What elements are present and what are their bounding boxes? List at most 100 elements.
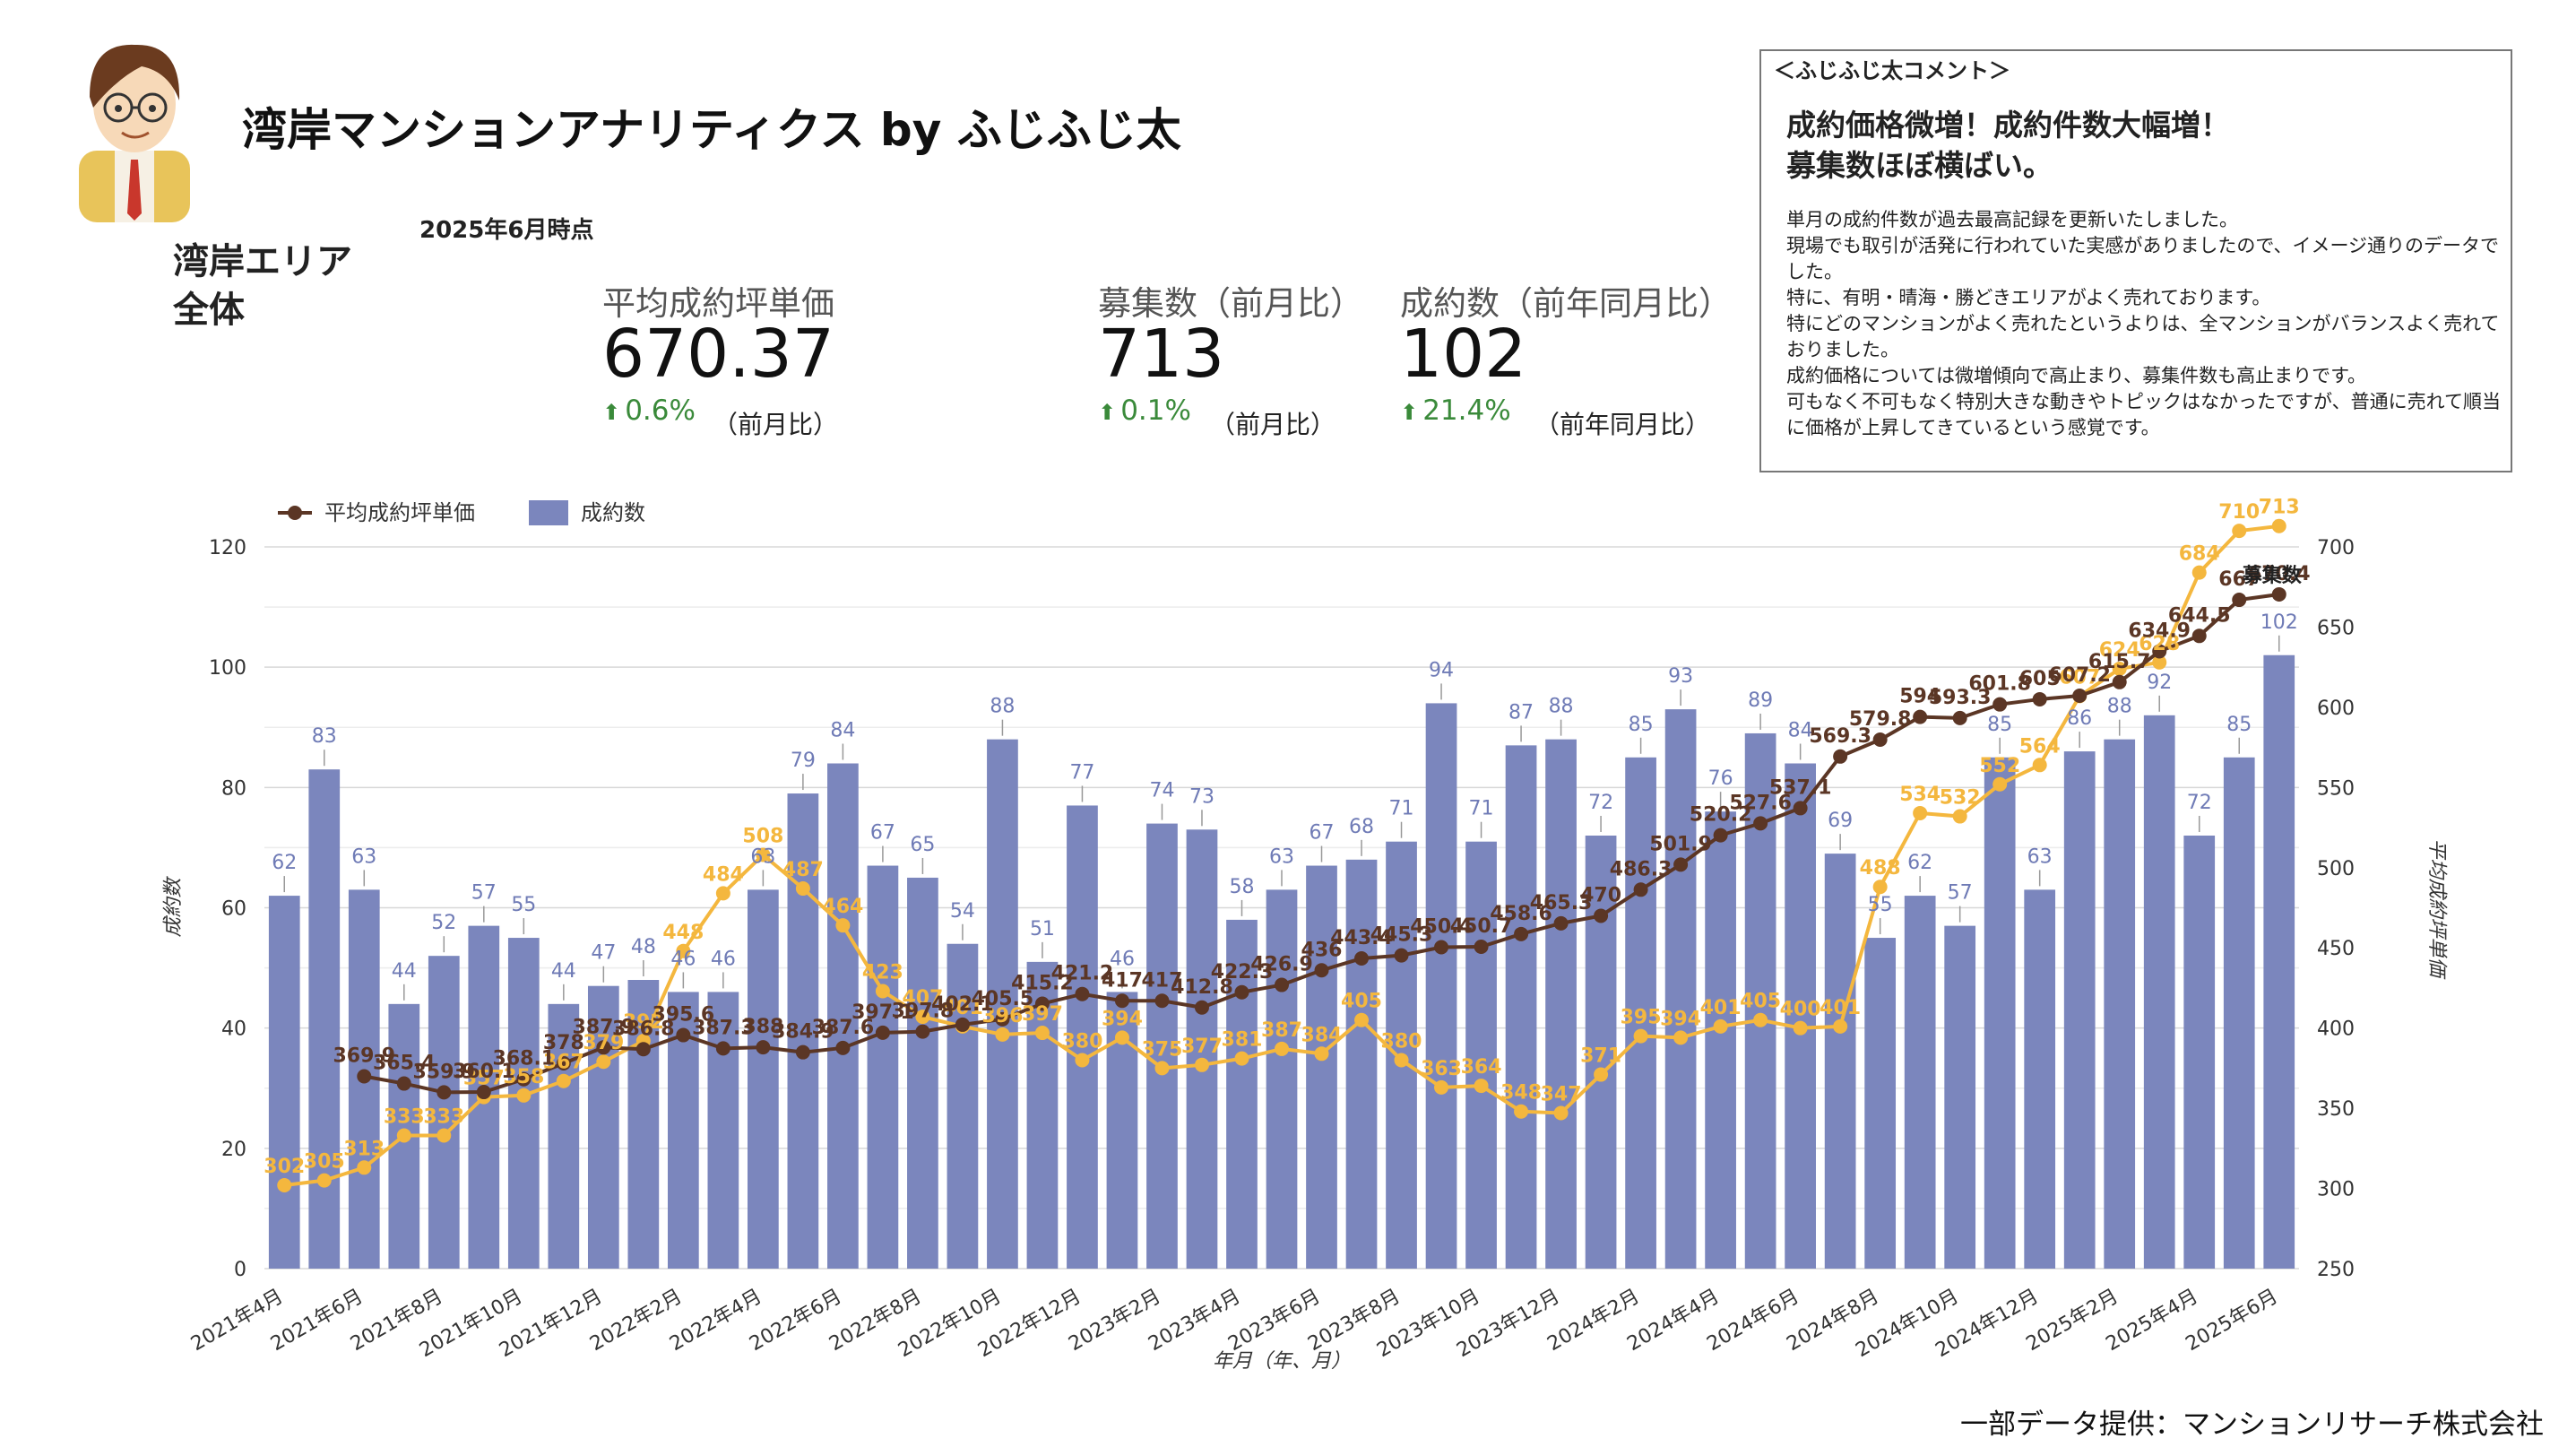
price-point bbox=[396, 1076, 411, 1091]
x-axis-title: 年月（年、月） bbox=[1213, 1350, 1351, 1373]
listings-point bbox=[2032, 758, 2047, 773]
listings-point bbox=[676, 943, 691, 958]
listings-value-label: 396 bbox=[981, 1005, 1023, 1027]
listings-point bbox=[1872, 880, 1888, 895]
price-point bbox=[1952, 710, 1967, 725]
deal-bar bbox=[2024, 889, 2056, 1269]
kpi-deals-change: 21.4% bbox=[1422, 394, 1511, 427]
price-value-label: 569.3 bbox=[1809, 725, 1871, 748]
listings-point bbox=[1952, 809, 1967, 824]
listings-value-label: 484 bbox=[703, 863, 744, 886]
bar-value-label: 68 bbox=[1349, 816, 1374, 838]
bar-value-label: 63 bbox=[750, 845, 775, 868]
price-value-label: 397.1 bbox=[851, 1001, 914, 1024]
deal-bar bbox=[987, 739, 1018, 1269]
price-value-label: 470 bbox=[1580, 884, 1621, 906]
y-tick-label: 80 bbox=[221, 777, 246, 800]
price-point bbox=[1034, 996, 1050, 1011]
deal-bar bbox=[1067, 805, 1098, 1269]
price-point bbox=[1354, 951, 1370, 966]
price-value-label: 415.2 bbox=[1011, 972, 1074, 994]
deal-bar bbox=[1026, 961, 1059, 1269]
kpi-price-change: 0.6% bbox=[625, 394, 696, 427]
bar-value-label: 102 bbox=[2260, 611, 2298, 634]
price-value-label: 395.6 bbox=[653, 1004, 715, 1027]
price-value-label: 386.8 bbox=[612, 1018, 675, 1040]
bar-value-label: 83 bbox=[312, 725, 337, 748]
listings-point bbox=[1514, 1104, 1529, 1119]
bar-value-label: 62 bbox=[1907, 852, 1932, 874]
listings-point bbox=[357, 1160, 372, 1175]
data-source-note: 一部データ提供：マンションリサーチ株式会社 bbox=[1960, 1408, 2544, 1441]
price-value-label: 594 bbox=[1899, 686, 1941, 708]
bar-value-label: 65 bbox=[910, 834, 935, 856]
price-value-label: 412.8 bbox=[1171, 976, 1233, 999]
price-value-label: 670.4 bbox=[2248, 563, 2311, 585]
bar-value-label: 79 bbox=[791, 750, 816, 772]
listings-point bbox=[1913, 805, 1928, 820]
listings-point bbox=[756, 847, 771, 862]
price-value-label: 360.1 bbox=[453, 1061, 515, 1083]
listings-point bbox=[1713, 1018, 1728, 1034]
deal-bar bbox=[587, 985, 619, 1269]
price-value-label: 537.1 bbox=[1769, 776, 1832, 799]
listings-value-label: 534 bbox=[1899, 784, 1941, 806]
bar-value-label: 63 bbox=[1269, 845, 1294, 868]
listings-value-label: 357 bbox=[463, 1068, 505, 1090]
price-point bbox=[596, 1040, 611, 1055]
bar-value-label: 46 bbox=[1110, 948, 1135, 970]
price-point bbox=[1713, 828, 1728, 843]
deal-bar bbox=[1904, 896, 1936, 1269]
price-value-label: 387.9 bbox=[573, 1016, 635, 1038]
listings-value-label: 624 bbox=[2099, 639, 2140, 662]
deal-bar bbox=[707, 992, 739, 1269]
kpi-listings-note: （前月比） bbox=[1210, 410, 1336, 439]
listings-point bbox=[1114, 1030, 1129, 1045]
deal-bar bbox=[2143, 715, 2175, 1269]
price-value-label: 520.2 bbox=[1690, 804, 1752, 827]
character-avatar-icon bbox=[63, 25, 206, 222]
listings-value-label: 333 bbox=[384, 1106, 425, 1129]
deal-bar bbox=[428, 956, 460, 1269]
price-value-label: 501.9 bbox=[1649, 833, 1712, 855]
bar-value-label: 94 bbox=[1429, 659, 1454, 681]
listings-point bbox=[1154, 1061, 1170, 1076]
y2-tick-label: 250 bbox=[2317, 1259, 2355, 1281]
bar-value-label: 89 bbox=[1748, 689, 1773, 712]
y2-tick-label: 450 bbox=[2317, 938, 2355, 960]
bar-value-label: 46 bbox=[711, 948, 736, 970]
y2-tick-label: 550 bbox=[2317, 777, 2355, 800]
bar-value-label: 85 bbox=[1987, 714, 2012, 736]
listings-value-label: 607 bbox=[2059, 666, 2100, 689]
listings-point bbox=[2191, 565, 2207, 580]
listings-value-label: 532 bbox=[1940, 787, 1981, 810]
listings-value-label: 371 bbox=[1580, 1045, 1621, 1068]
price-value-label: 486.3 bbox=[1610, 858, 1673, 880]
y2-tick-label: 300 bbox=[2317, 1179, 2355, 1201]
bar-value-label: 46 bbox=[670, 948, 696, 970]
price-value-label: 422.3 bbox=[1211, 961, 1274, 984]
bar-value-label: 57 bbox=[471, 882, 497, 905]
deal-bar bbox=[1664, 709, 1697, 1269]
deal-bar bbox=[1146, 823, 1178, 1269]
up-arrow-icon: ⬆ bbox=[602, 400, 621, 425]
bar-value-label: 44 bbox=[551, 960, 576, 983]
price-point bbox=[756, 1040, 771, 1055]
price-point bbox=[1913, 709, 1928, 724]
listings-value-label: 394 bbox=[1102, 1008, 1143, 1030]
bar-value-label: 84 bbox=[830, 720, 855, 742]
listings-value-label: 564 bbox=[2019, 735, 2061, 758]
listings-value-label: 397 bbox=[1022, 1003, 1063, 1026]
y2-tick-label: 600 bbox=[2317, 698, 2355, 720]
bar-value-label: 67 bbox=[870, 822, 895, 845]
listings-value-label: 302 bbox=[264, 1156, 305, 1178]
bar-value-label: 72 bbox=[2187, 792, 2212, 814]
listings-value-label: 387 bbox=[1261, 1019, 1302, 1042]
listings-point bbox=[2232, 524, 2247, 539]
bar-value-label: 47 bbox=[591, 942, 616, 965]
deal-bar bbox=[507, 938, 540, 1269]
listings-series-label: 募集数 bbox=[2242, 564, 2303, 587]
listings-value-label: 423 bbox=[862, 962, 903, 984]
kpi-deals-value: 102 bbox=[1400, 316, 1527, 393]
listings-point bbox=[795, 881, 810, 897]
